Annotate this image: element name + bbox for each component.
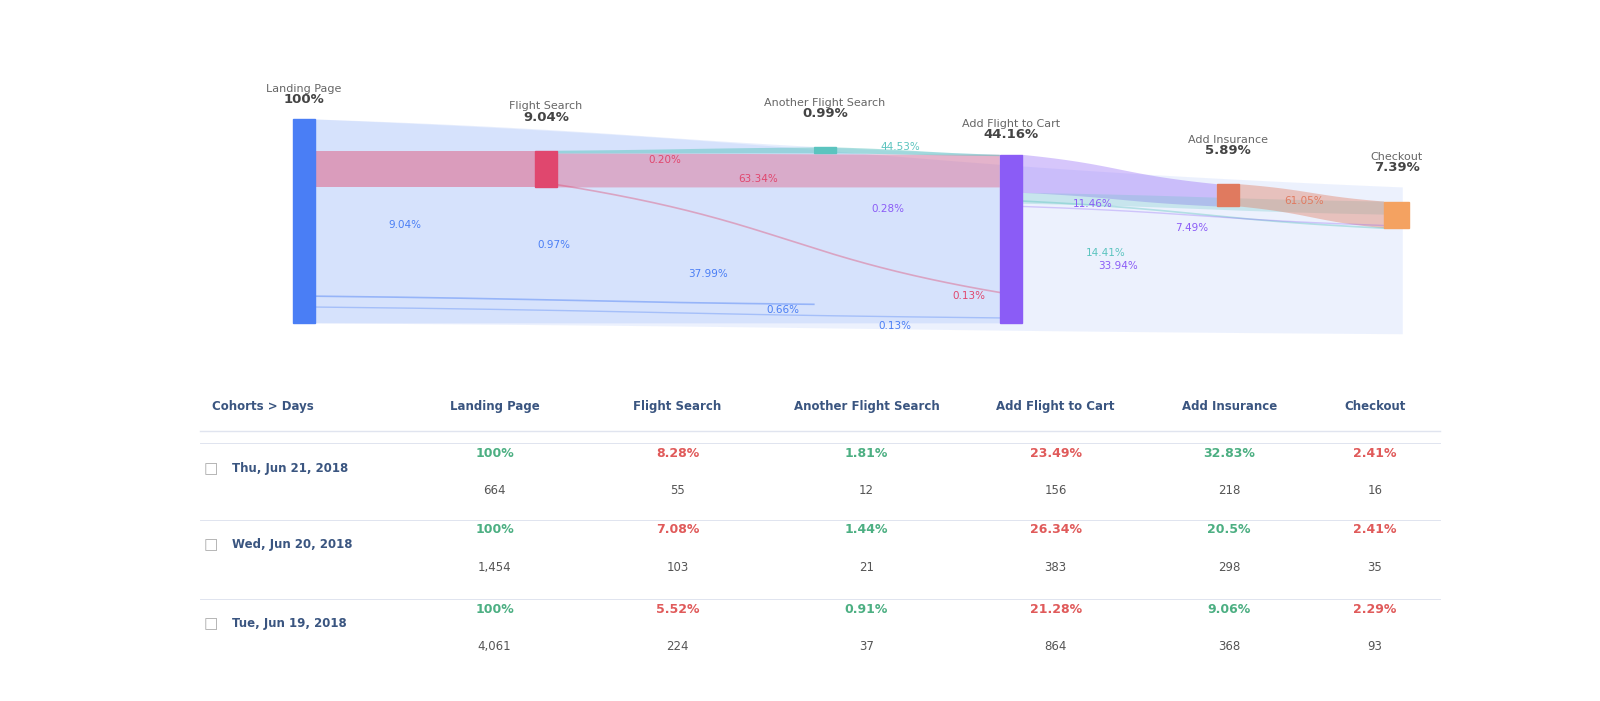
Text: 93: 93 (1368, 639, 1382, 653)
Text: 7.39%: 7.39% (1374, 161, 1419, 175)
Text: 2.29%: 2.29% (1354, 603, 1397, 615)
Text: 100%: 100% (475, 603, 514, 615)
Polygon shape (315, 119, 1403, 334)
Text: Another Flight Search: Another Flight Search (794, 400, 939, 413)
Text: 2.41%: 2.41% (1354, 447, 1397, 460)
Bar (814, 147, 837, 154)
Text: 9.04%: 9.04% (523, 111, 570, 123)
Polygon shape (1022, 193, 1384, 215)
Text: □: □ (203, 461, 218, 476)
Text: 2.41%: 2.41% (1354, 524, 1397, 536)
Text: 16: 16 (1368, 484, 1382, 497)
Bar (1000, 155, 1022, 323)
Text: 0.99%: 0.99% (802, 107, 848, 121)
Text: 37: 37 (859, 639, 874, 653)
Text: 0.20%: 0.20% (648, 155, 682, 165)
Text: □: □ (203, 616, 218, 632)
Polygon shape (315, 151, 534, 187)
Polygon shape (315, 119, 1000, 323)
Text: 664: 664 (483, 484, 506, 497)
Text: 21: 21 (859, 561, 874, 573)
Text: 35: 35 (1368, 561, 1382, 573)
Text: 14.41%: 14.41% (1085, 247, 1125, 258)
Text: 1.81%: 1.81% (845, 447, 888, 460)
Text: 26.34%: 26.34% (1030, 524, 1082, 536)
Text: 298: 298 (1218, 561, 1240, 573)
Text: □: □ (203, 537, 218, 552)
Text: 12: 12 (859, 484, 874, 497)
Polygon shape (837, 147, 1000, 156)
Text: 5.89%: 5.89% (1205, 144, 1251, 157)
Text: 33.94%: 33.94% (1098, 261, 1138, 271)
Text: 11.46%: 11.46% (1074, 199, 1112, 209)
Text: Another Flight Search: Another Flight Search (765, 98, 885, 108)
Bar (534, 151, 557, 187)
Text: 37.99%: 37.99% (688, 269, 728, 280)
Text: 5.52%: 5.52% (656, 603, 699, 615)
Text: 0.91%: 0.91% (845, 603, 888, 615)
Text: 0.13%: 0.13% (952, 291, 986, 301)
Text: 23.49%: 23.49% (1030, 447, 1082, 460)
Text: 4,061: 4,061 (478, 639, 512, 653)
Text: Thu, Jun 21, 2018: Thu, Jun 21, 2018 (232, 462, 349, 475)
Polygon shape (557, 154, 1000, 187)
Text: 156: 156 (1045, 484, 1067, 497)
Text: 0.97%: 0.97% (538, 240, 570, 250)
Text: Add Insurance: Add Insurance (1187, 135, 1267, 144)
Text: Checkout: Checkout (1371, 152, 1422, 162)
Text: Landing Page: Landing Page (450, 400, 539, 413)
Text: 9.04%: 9.04% (389, 221, 421, 231)
Text: 103: 103 (666, 561, 688, 573)
Text: 7.08%: 7.08% (656, 524, 699, 536)
Text: 63.34%: 63.34% (738, 175, 778, 184)
Polygon shape (1238, 184, 1384, 229)
Text: Flight Search: Flight Search (634, 400, 722, 413)
Text: Add Flight to Cart: Add Flight to Cart (997, 400, 1115, 413)
Bar (293, 119, 315, 323)
Text: Landing Page: Landing Page (267, 83, 342, 94)
Text: 32.83%: 32.83% (1203, 447, 1254, 460)
Text: 1,454: 1,454 (478, 561, 512, 573)
Text: 9.06%: 9.06% (1208, 603, 1251, 615)
Text: 61.05%: 61.05% (1283, 196, 1323, 206)
Text: 100%: 100% (475, 524, 514, 536)
Text: 0.66%: 0.66% (766, 305, 800, 315)
Text: Wed, Jun 20, 2018: Wed, Jun 20, 2018 (232, 538, 352, 551)
Bar (1216, 184, 1238, 207)
Bar (1384, 202, 1410, 229)
Text: Flight Search: Flight Search (509, 102, 582, 111)
Text: 8.28%: 8.28% (656, 447, 699, 460)
Polygon shape (557, 147, 814, 154)
Text: 100%: 100% (283, 93, 325, 106)
Text: 1.44%: 1.44% (845, 524, 888, 536)
Text: 0.28%: 0.28% (872, 204, 904, 215)
Polygon shape (1022, 155, 1216, 207)
Text: 383: 383 (1045, 561, 1067, 573)
Text: 7.49%: 7.49% (1176, 223, 1208, 233)
Text: Checkout: Checkout (1344, 400, 1405, 413)
Text: 218: 218 (1218, 484, 1240, 497)
Text: Add Insurance: Add Insurance (1181, 400, 1277, 413)
Text: Add Flight to Cart: Add Flight to Cart (962, 119, 1061, 129)
Text: 100%: 100% (475, 447, 514, 460)
Text: Cohorts > Days: Cohorts > Days (213, 400, 314, 413)
Text: 368: 368 (1218, 639, 1240, 653)
Text: 44.53%: 44.53% (880, 142, 920, 151)
Text: 21.28%: 21.28% (1029, 603, 1082, 615)
Text: 864: 864 (1045, 639, 1067, 653)
Text: 44.16%: 44.16% (984, 128, 1038, 141)
Text: 20.5%: 20.5% (1208, 524, 1251, 536)
Text: 0.13%: 0.13% (878, 321, 910, 331)
Text: 224: 224 (666, 639, 688, 653)
Text: 55: 55 (670, 484, 685, 497)
Text: Tue, Jun 19, 2018: Tue, Jun 19, 2018 (232, 618, 347, 630)
